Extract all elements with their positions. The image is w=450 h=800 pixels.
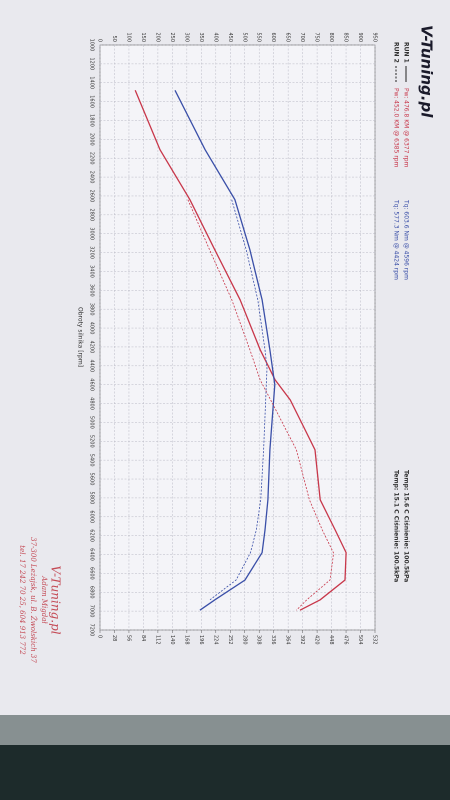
y-tick-label: 100 <box>125 32 131 42</box>
stamp-line: V-Tuning.pl <box>49 565 63 634</box>
x-tick-label: 6200 <box>89 529 95 542</box>
y-tick-label: 550 <box>256 32 262 42</box>
y-tick-label: 450 <box>227 32 233 42</box>
lace <box>0 715 450 745</box>
stamp-line: 37-300 Leżajsk, ul. B. Żwolskich 37 <box>29 537 38 663</box>
legend-label: RUN 1 <box>403 42 410 63</box>
y-tick-label: 700 <box>299 32 305 42</box>
legend-power: Pw: 476.8 KM @ 6377 rpm <box>403 88 410 168</box>
x-tick-label: 1400 <box>89 76 95 89</box>
y2-tick-label: 224 <box>212 635 218 645</box>
y-tick-label: 200 <box>154 32 160 42</box>
x-tick-label: 5400 <box>89 454 95 467</box>
y2-tick-label: 56 <box>125 635 131 641</box>
legend-torque: Tq: 577.3 Nm @ 4424 rpm <box>393 199 400 280</box>
x-tick-label: 1000 <box>89 39 95 52</box>
x-tick-label: 2000 <box>89 133 95 146</box>
y-tick-label: 650 <box>285 32 291 42</box>
x-tick-label: 2800 <box>89 208 95 221</box>
stamp-line: Adam Migdał <box>40 575 48 624</box>
x-tick-label: 4400 <box>89 359 95 372</box>
y2-tick-label: 364 <box>285 635 291 645</box>
x-tick-label: 4600 <box>89 378 95 391</box>
x-tick-label: 3400 <box>89 265 95 278</box>
x-tick-label: 3800 <box>89 303 95 316</box>
y2-tick-label: 392 <box>299 635 305 645</box>
conditions: Temp: 15.6 C Ciśnienie: 100.5kPa <box>403 470 410 582</box>
chart: V-Tuning.pl Obroty silnika [rpm] 1000120… <box>18 25 436 663</box>
y2-tick-label: 84 <box>140 635 146 641</box>
y-tick-label: 500 <box>241 32 247 42</box>
logo: V-Tuning.pl <box>418 25 436 118</box>
x-tick-label: 2400 <box>89 171 95 184</box>
y-tick-label: 800 <box>328 32 334 42</box>
conditions: Temp: 15.1 C Ciśnienie: 100.5kPa <box>393 470 400 582</box>
x-tick-label: 3000 <box>89 227 95 240</box>
y2-tick-label: 308 <box>256 635 262 645</box>
y-tick-label: 250 <box>169 32 175 42</box>
y-tick-label: 750 <box>314 32 320 42</box>
y-tick-label: 150 <box>140 32 146 42</box>
x-tick-label: 2600 <box>89 190 95 203</box>
y-tick-label: 950 <box>372 32 378 42</box>
legend-label: RUN 2 <box>393 42 400 63</box>
torque-line <box>174 90 276 611</box>
x-tick-label: 7200 <box>89 624 95 637</box>
y2-tick-label: 420 <box>314 635 320 645</box>
x-tick-label: 7000 <box>89 605 95 618</box>
y2-tick-label: 504 <box>357 635 363 645</box>
x-tick-label: 6600 <box>89 567 95 580</box>
y-tick-label: 350 <box>198 32 204 42</box>
x-tick-label: 5000 <box>89 416 95 429</box>
x-tick-label: 6800 <box>89 586 95 599</box>
x-tick-label: 4200 <box>89 341 95 354</box>
x-tick-label: 6000 <box>89 510 95 523</box>
y-tick-label: 300 <box>183 32 189 42</box>
legend-power: Pw: 452.0 KM @ 6385 rpm <box>393 88 400 168</box>
torque-line <box>209 199 268 601</box>
x-tick-label: 5200 <box>89 435 95 448</box>
y2-tick-label: 140 <box>169 635 175 645</box>
y-tick-label: 850 <box>343 32 349 42</box>
x-tick-label: 4000 <box>89 322 95 335</box>
y2-tick-label: 196 <box>198 635 204 645</box>
y2-tick-label: 28 <box>111 635 117 641</box>
y2-tick-label: 252 <box>227 635 233 645</box>
power-line <box>134 90 347 611</box>
x-tick-label: 1600 <box>89 95 95 108</box>
y-tick-label: 50 <box>111 36 117 42</box>
x-tick-label: 3200 <box>89 246 95 259</box>
x-tick-label: 4800 <box>89 397 95 410</box>
y2-tick-label: 280 <box>241 635 247 645</box>
y-tick-label: 600 <box>270 32 276 42</box>
y2-tick-label: 336 <box>270 635 276 645</box>
y-tick-label: 900 <box>357 32 363 42</box>
x-tick-label: 1200 <box>89 58 95 71</box>
stamp-line: tel. 17 242 70 25, 604 913 772 <box>18 545 26 655</box>
legend-torque: Tq: 603.6 Nm @ 4596 rpm <box>403 199 410 280</box>
x-axis-label: Obroty silnika [rpm] <box>77 307 84 367</box>
y2-tick-label: 112 <box>154 635 160 645</box>
y2-tick-label: 168 <box>183 635 189 645</box>
y2-tick-label: 0 <box>97 635 103 638</box>
x-tick-label: 5600 <box>89 473 95 486</box>
x-tick-label: 2200 <box>89 152 95 165</box>
y-tick-label: 0 <box>97 39 103 42</box>
y2-tick-label: 476 <box>343 635 349 645</box>
x-tick-label: 5800 <box>89 492 95 505</box>
x-tick-label: 6400 <box>89 548 95 561</box>
y2-tick-label: 532 <box>372 635 378 645</box>
x-tick-label: 3600 <box>89 284 95 297</box>
y2-tick-label: 448 <box>328 635 334 645</box>
y-tick-label: 400 <box>212 32 218 42</box>
x-tick-label: 1800 <box>89 114 95 127</box>
plot-area <box>99 44 376 631</box>
